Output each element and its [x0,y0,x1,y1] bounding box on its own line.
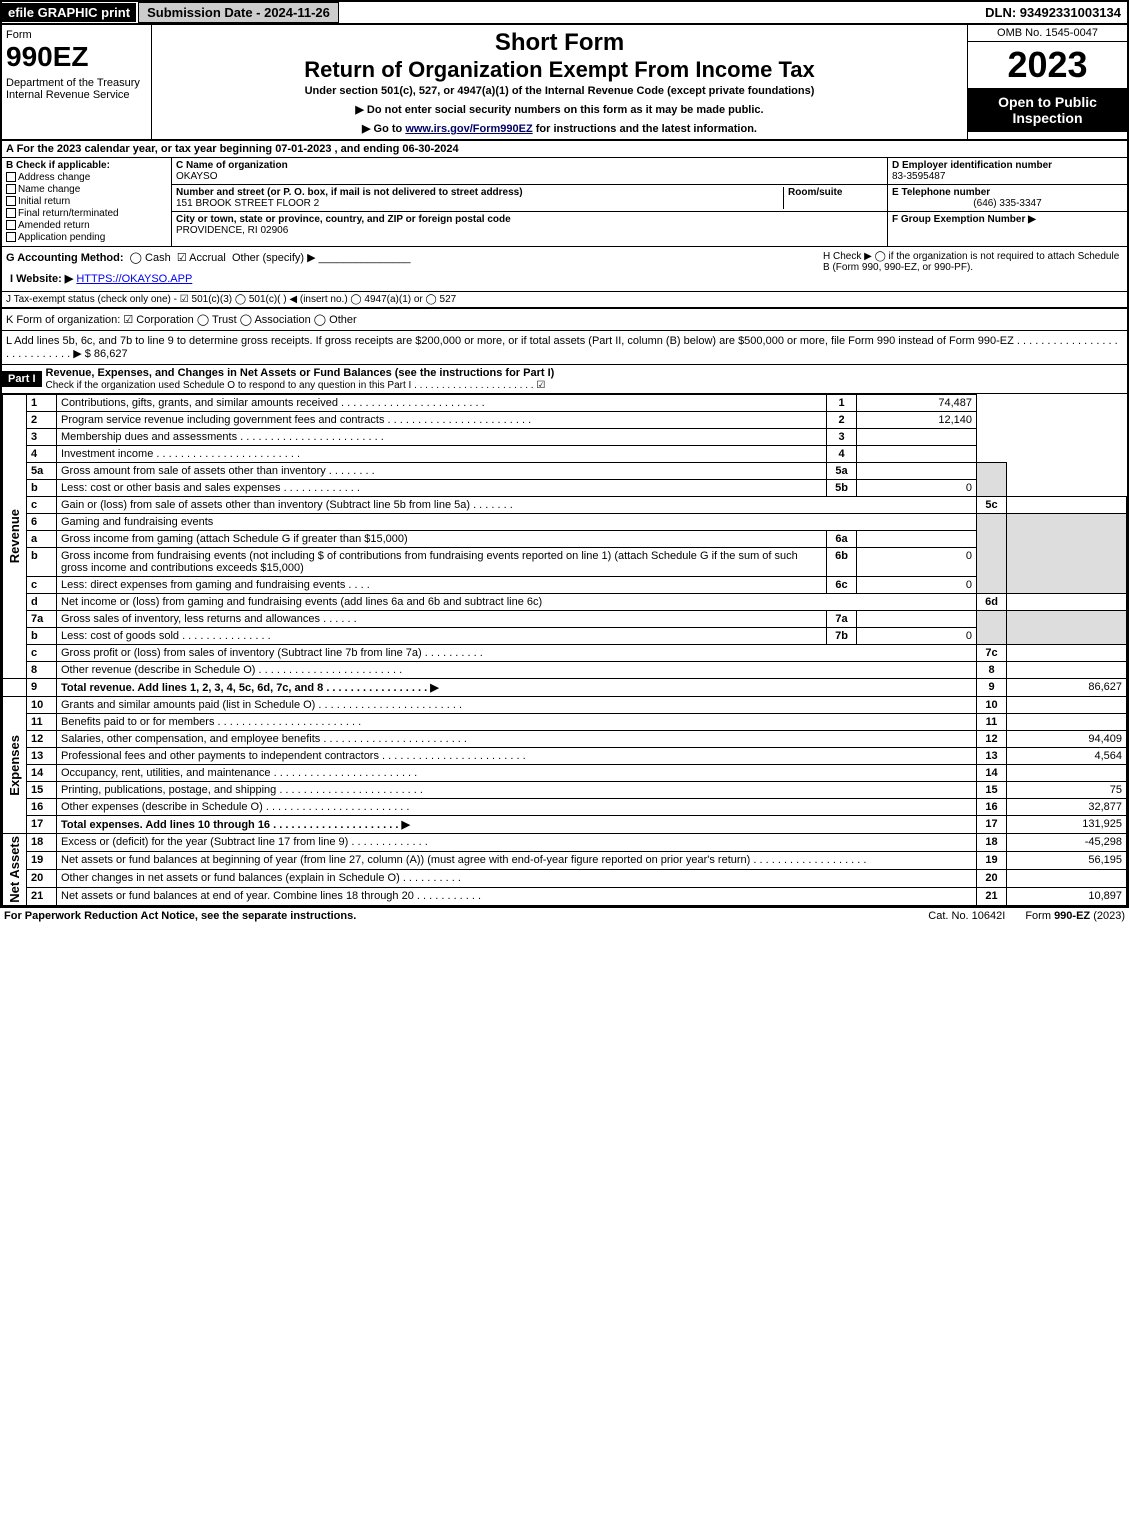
org-city: PROVIDENCE, RI 02906 [176,225,511,236]
row-j: J Tax-exempt status (check only one) - ☑… [2,292,1127,308]
col-d: D Employer identification number 83-3595… [887,158,1127,246]
dln: DLN: 93492331003134 [985,5,1127,20]
ein-label: D Employer identification number [892,160,1123,171]
part1-label: Part I [2,371,42,387]
c-name-label: C Name of organization [176,160,883,171]
side-expenses: Expenses [7,735,22,796]
note-2: ▶ Go to www.irs.gov/Form990EZ for instru… [156,122,963,135]
phone-label: E Telephone number [892,187,1123,198]
dept-label: Department of the Treasury Internal Reve… [6,77,147,101]
open-public: Open to Public Inspection [968,88,1127,132]
main-title: Return of Organization Exempt From Incom… [156,57,963,83]
org-name: OKAYSO [176,171,883,182]
footer-left: For Paperwork Reduction Act Notice, see … [4,910,908,922]
footer-right: Form 990-EZ (2023) [1025,910,1125,922]
main-table: Revenue 1Contributions, gifts, grants, a… [2,394,1127,906]
submission-date: Submission Date - 2024-11-26 [138,2,339,23]
short-form-title: Short Form [156,29,963,57]
footer: For Paperwork Reduction Act Notice, see … [0,908,1129,924]
cb-name[interactable]: Name change [6,184,167,195]
side-net: Net Assets [7,836,22,903]
c-addr-label: Number and street (or P. O. box, if mail… [176,187,783,198]
col-c: C Name of organization OKAYSO Number and… [172,158,887,246]
form-header: Form 990EZ Department of the Treasury In… [2,25,1127,141]
part1-check: Check if the organization used Schedule … [46,380,546,391]
cb-final[interactable]: Final return/terminated [6,208,167,219]
row-gh: G Accounting Method: ◯ Cash ☑ Accrual Ot… [2,247,1127,292]
tax-year: 2023 [968,42,1127,88]
part1-header: Part I Revenue, Expenses, and Changes in… [2,365,1127,394]
g-label: G Accounting Method: [6,252,124,264]
section-a: A For the 2023 calendar year, or tax yea… [2,141,1127,158]
i-label: I Website: ▶ [10,273,73,285]
row-k: K Form of organization: ☑ Corporation ◯ … [2,308,1127,331]
footer-mid: Cat. No. 10642I [928,910,1005,922]
c-city-label: City or town, state or province, country… [176,214,511,225]
irs-link[interactable]: www.irs.gov/Form990EZ [405,123,532,135]
note-1: ▶ Do not enter social security numbers o… [156,103,963,116]
omb-number: OMB No. 1545-0047 [968,25,1127,42]
cb-address[interactable]: Address change [6,172,167,183]
phone: (646) 335-3347 [892,198,1123,209]
efile-label: efile GRAPHIC print [2,3,136,22]
b-header: B Check if applicable: [6,160,167,171]
cb-initial[interactable]: Initial return [6,196,167,207]
org-addr: 151 BROOK STREET FLOOR 2 [176,198,783,209]
room-label: Room/suite [788,187,883,198]
website-link[interactable]: HTTPS://OKAYSO.APP [76,273,192,285]
row-l: L Add lines 5b, 6c, and 7b to line 9 to … [2,331,1127,365]
group-label: F Group Exemption Number ▶ [892,214,1123,225]
cb-pending[interactable]: Application pending [6,232,167,243]
block-bcd: B Check if applicable: Address change Na… [2,158,1127,247]
part1-title: Revenue, Expenses, and Changes in Net As… [46,367,555,379]
form-number: 990EZ [6,41,147,73]
subtitle: Under section 501(c), 527, or 4947(a)(1)… [156,85,963,97]
side-revenue: Revenue [7,509,22,563]
top-bar: efile GRAPHIC print Submission Date - 20… [2,2,1127,25]
cb-amended[interactable]: Amended return [6,220,167,231]
form-label: Form [6,29,147,41]
h-text: H Check ▶ ◯ if the organization is not r… [823,251,1123,287]
col-b: B Check if applicable: Address change Na… [2,158,172,246]
ein: 83-3595487 [892,171,1123,182]
